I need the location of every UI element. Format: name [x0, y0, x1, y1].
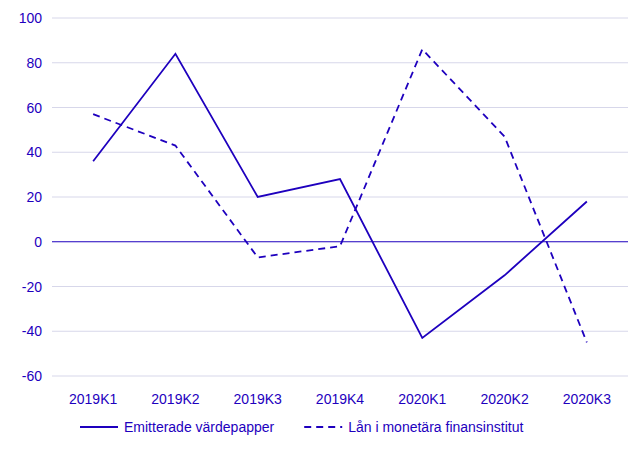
legend-swatch: [80, 426, 118, 428]
grid-line: [52, 62, 628, 63]
x-tick-label: 2019K3: [234, 391, 282, 407]
y-tick-label: 40: [26, 144, 42, 160]
series-line: [93, 49, 587, 342]
grid-line: [52, 107, 628, 108]
y-tick-label: -20: [22, 279, 42, 295]
x-tick-label: 2019K4: [316, 391, 364, 407]
legend: Emitterade värdepapper Lån i monetära fin…: [80, 419, 523, 435]
x-tick-label: 2020K3: [563, 391, 611, 407]
x-tick-label: 2019K2: [151, 391, 199, 407]
grid: [52, 18, 628, 376]
grid-line: [52, 197, 628, 198]
series-line: [93, 54, 587, 338]
y-tick-label: 100: [19, 10, 43, 26]
y-tick-label: 80: [26, 55, 42, 71]
grid-line: [52, 286, 628, 287]
grid-line: [52, 331, 628, 332]
legend-label: Lån i monetära finansinstitut: [348, 419, 523, 435]
legend-swatch: [304, 426, 342, 428]
y-tick-label: 60: [26, 100, 42, 116]
grid-line: [52, 18, 628, 19]
y-tick-label: 20: [26, 189, 42, 205]
y-tick-label: 0: [34, 234, 42, 250]
grid-line: [52, 376, 628, 377]
y-tick-label: -40: [22, 323, 42, 339]
chart: -60 -40 -20 0 20 40 60 80 100 2019K1 2019K2 2019K3 2…: [0, 0, 643, 454]
grid-line: [52, 152, 628, 153]
legend-label: Emitterade värdepapper: [124, 419, 275, 435]
x-tick-label: 2019K1: [69, 391, 117, 407]
lines: [93, 49, 587, 342]
y-tick-label: -60: [22, 368, 42, 384]
x-tick-label: 2020K2: [480, 391, 528, 407]
x-tick-label: 2020K1: [398, 391, 446, 407]
